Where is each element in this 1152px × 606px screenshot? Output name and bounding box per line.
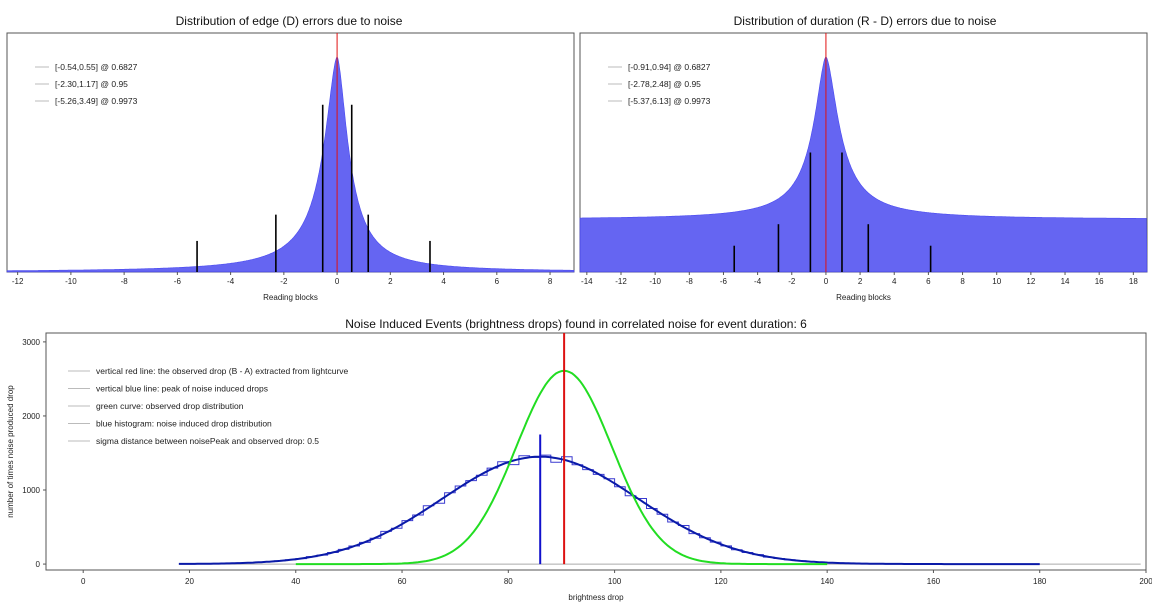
events-y-tick-label: 1000	[22, 486, 40, 495]
edge-errors-chart: Distribution of edge (D) errors due to n…	[0, 0, 578, 310]
edge-x-tick-label: 0	[335, 277, 340, 286]
edge-x-tick-label: 6	[495, 277, 500, 286]
edge-chart-svg: -12 -10 -8 -6 -4 -2 0 2 4 6 8 Reading blocks [-0.54,…	[6, 32, 575, 302]
events-y-tick-label: 3000	[22, 338, 40, 347]
events-legend-entry: green curve: observed drop distribution	[96, 401, 244, 411]
duration-legend-entry: [-5.37,6.13] @ 0.9973	[628, 96, 711, 106]
events-x-tick-label: 60	[398, 577, 407, 586]
events-chart-title: Noise Induced Events (brightness drops) …	[345, 317, 807, 331]
duration-x-tick-label: 6	[926, 277, 931, 286]
events-x-tick-label: 100	[608, 577, 622, 586]
edge-x-tick-label: -8	[121, 277, 129, 286]
events-x-tick-label: 0	[81, 577, 86, 586]
edge-legend-entry: [-2.30,1.17] @ 0.95	[55, 79, 128, 89]
duration-x-tick-label: -6	[720, 277, 728, 286]
events-x-tick-label: 180	[1033, 577, 1047, 586]
edge-x-tick-label: -2	[280, 277, 288, 286]
events-x-tick-label: 40	[291, 577, 300, 586]
duration-x-tick-label: 4	[892, 277, 897, 286]
duration-x-tick-label: 8	[960, 277, 965, 286]
edge-legend-entry: [-5.26,3.49] @ 0.9973	[55, 96, 138, 106]
edge-x-tick-label: 2	[388, 277, 393, 286]
duration-errors-chart: Distribution of duration (R - D) errors …	[578, 0, 1152, 310]
events-x-tick-label: 140	[820, 577, 834, 586]
events-fit-curve	[178, 455, 1040, 566]
events-legend-entry: vertical red line: the observed drop (B …	[96, 366, 349, 376]
events-legend-entry: blue histogram: noise induced drop distr…	[96, 419, 272, 429]
events-x-tick-label: 80	[504, 577, 513, 586]
duration-x-tick-label: -14	[581, 277, 593, 286]
events-chart-svg: 0 20 40 60 80 100 120 140 160 180 2000100020003000…	[6, 332, 1152, 602]
edge-x-axis-label: Reading blocks	[263, 293, 318, 302]
duration-x-tick-label: 10	[992, 277, 1001, 286]
edge-legend-entry: [-0.54,0.55] @ 0.6827	[55, 62, 138, 72]
events-legend-entry: vertical blue line: peak of noise induce…	[96, 384, 268, 394]
events-y-tick-label: 0	[36, 560, 41, 569]
duration-x-tick-label: 14	[1061, 277, 1070, 286]
edge-x-tick-label: -6	[174, 277, 182, 286]
duration-chart-svg: -14 -12 -10 -8 -6 -4 -2 0 2 4 6 8 10 12 14 16 18 Reading …	[579, 32, 1148, 302]
duration-x-tick-label: 2	[858, 277, 863, 286]
events-x-tick-label: 20	[185, 577, 194, 586]
events-x-tick-label: 200	[1139, 577, 1152, 586]
duration-legend-entry: [-2.78,2.48] @ 0.95	[628, 79, 701, 89]
events-legend-entry: sigma distance between noisePeak and obs…	[96, 436, 319, 446]
duration-x-tick-label: 0	[824, 277, 829, 286]
events-histogram-series	[178, 454, 1040, 565]
duration-x-tick-label: -2	[788, 277, 796, 286]
duration-x-tick-label: -8	[686, 277, 694, 286]
duration-chart-title: Distribution of duration (R - D) errors …	[733, 14, 997, 28]
duration-x-tick-label: -10	[649, 277, 661, 286]
duration-x-tick-label: -4	[754, 277, 762, 286]
events-observed-curve	[295, 369, 828, 566]
events-x-tick-label: 160	[927, 577, 941, 586]
edge-x-tick-label: -10	[65, 277, 77, 286]
duration-x-tick-label: 12	[1026, 277, 1035, 286]
duration-x-tick-label: -12	[615, 277, 627, 286]
events-y-axis-label: number of times noise produced drop	[6, 385, 15, 518]
duration-legend-entry: [-0.91,0.94] @ 0.6827	[628, 62, 711, 72]
duration-x-tick-label: 16	[1095, 277, 1104, 286]
events-x-axis-label: brightness drop	[568, 593, 624, 602]
edge-chart-title: Distribution of edge (D) errors due to n…	[175, 14, 403, 28]
edge-histogram	[6, 56, 575, 273]
edge-x-tick-label: 8	[548, 277, 553, 286]
events-plot-frame	[45, 332, 1147, 571]
duration-x-axis-label: Reading blocks	[836, 293, 891, 302]
edge-x-tick-label: -12	[12, 277, 24, 286]
events-x-tick-label: 120	[714, 577, 728, 586]
edge-x-tick-label: 4	[441, 277, 446, 286]
edge-x-tick-label: -4	[227, 277, 235, 286]
events-y-tick-label: 2000	[22, 412, 40, 421]
noise-events-chart: Noise Induced Events (brightness drops) …	[0, 310, 1152, 606]
duration-histogram	[579, 56, 1148, 273]
duration-x-tick-label: 18	[1129, 277, 1138, 286]
